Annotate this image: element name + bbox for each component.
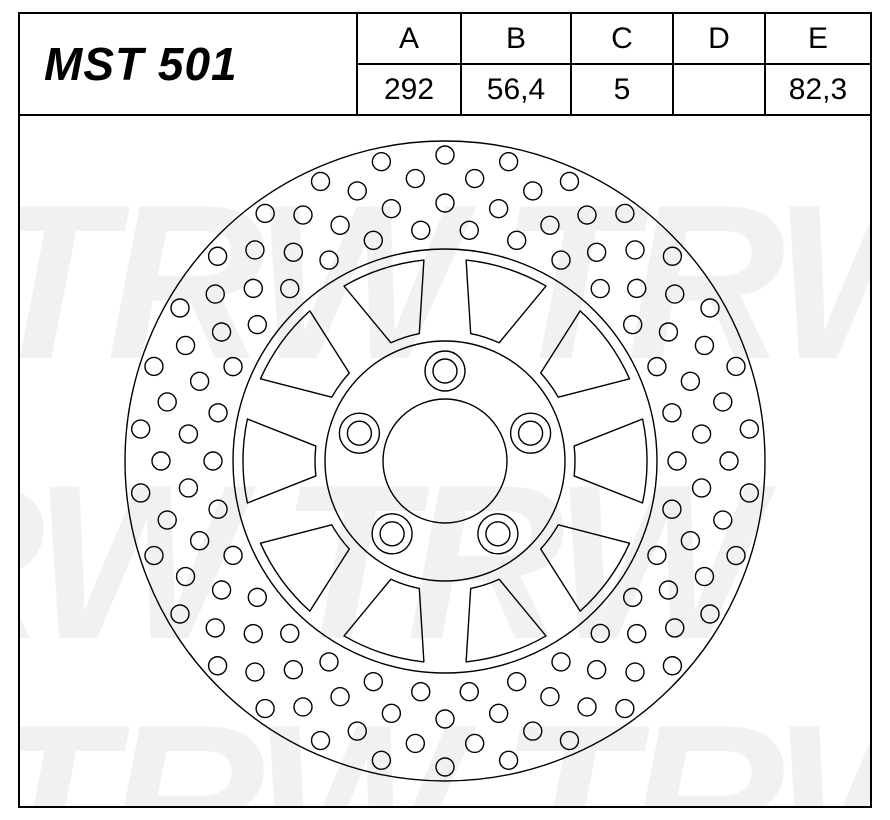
dimension-table: A292B56,4C5DE82,3 [358,14,870,114]
dim-header: E [766,14,870,65]
dim-header: B [462,14,570,65]
dim-col-b: B56,4 [462,14,572,114]
rotor-drawing [115,131,775,791]
dim-value: 5 [572,65,672,114]
dim-value: 82,3 [766,65,870,114]
dim-col-e: E82,3 [766,14,870,114]
dim-value: 56,4 [462,65,570,114]
part-number-title: MST 501 [20,14,358,114]
dim-header: C [572,14,672,65]
dim-header: A [358,14,460,65]
header-row: MST 501 A292B56,4C5DE82,3 [20,14,870,114]
dim-value: 292 [358,65,460,114]
dim-value [674,65,764,114]
outer-frame: MST 501 A292B56,4C5DE82,3 TRWTRWTRWTRWTR… [18,12,872,808]
dim-header: D [674,14,764,65]
drawing-area: TRWTRWTRWTRWTRWTRW [20,114,870,806]
dim-col-d: D [674,14,766,114]
dim-col-c: C5 [572,14,674,114]
dim-col-a: A292 [358,14,462,114]
